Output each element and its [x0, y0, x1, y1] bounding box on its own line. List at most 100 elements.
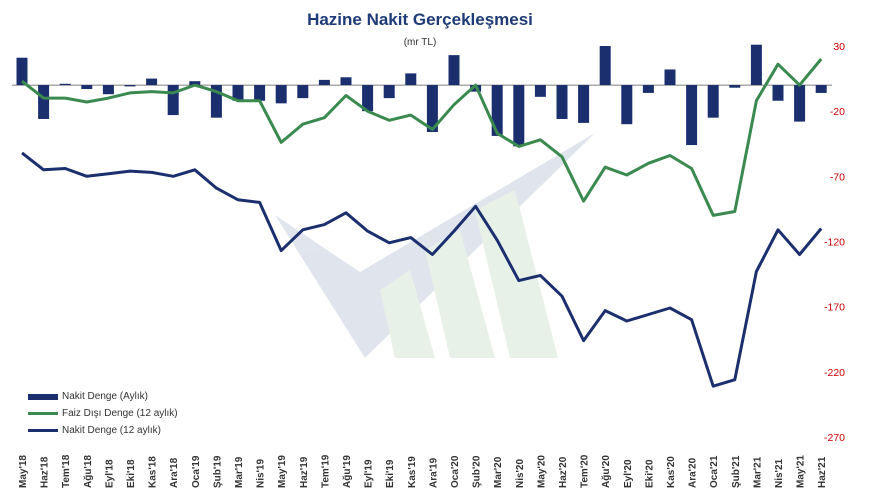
- x-tick-label: May'21: [796, 455, 807, 488]
- bar-monthly-cash-balance: [729, 85, 741, 88]
- x-tick-label: Haz'21: [817, 456, 828, 488]
- bar-monthly-cash-balance: [772, 85, 784, 101]
- bar-monthly-cash-balance: [81, 85, 93, 90]
- x-tick-label: Şub'20: [472, 455, 483, 488]
- x-tick-label: Ara'19: [428, 457, 439, 488]
- bar-monthly-cash-balance: [146, 78, 158, 86]
- bar-monthly-cash-balance: [232, 85, 244, 101]
- x-tick-label: May'20: [536, 455, 547, 488]
- bar-monthly-cash-balance: [664, 69, 676, 86]
- bar-monthly-cash-balance: [405, 73, 417, 86]
- x-tick-label: Mar'19: [234, 456, 245, 488]
- watermark-stripe: [425, 230, 495, 358]
- legend-swatch-primary-balance: [28, 412, 58, 415]
- bar-monthly-cash-balance: [491, 85, 503, 136]
- y-tick-label: -120: [824, 237, 845, 249]
- x-tick-label: Tem'19: [320, 454, 331, 488]
- x-tick-label: Oca'21: [709, 455, 720, 488]
- bar-monthly-cash-balance: [362, 85, 374, 112]
- x-tick-label: Şub'21: [731, 455, 742, 488]
- legend-item-monthly: Nakit Denge (Aylık): [28, 388, 178, 405]
- x-tick-label: Ağu'18: [83, 455, 94, 488]
- x-tick-label: Tem'20: [580, 454, 591, 488]
- bar-monthly-cash-balance: [102, 85, 114, 95]
- bar-monthly-cash-balance: [124, 85, 136, 87]
- legend-item-primary-balance: Faiz Dışı Denge (12 aylık): [28, 405, 178, 422]
- bar-monthly-cash-balance: [534, 85, 546, 97]
- legend-swatch-monthly: [28, 393, 58, 400]
- x-tick-label: Haz'18: [40, 456, 51, 488]
- x-tick-label: Ara'18: [169, 457, 180, 488]
- y-tick-label: -70: [830, 171, 845, 183]
- bar-monthly-cash-balance: [38, 85, 50, 119]
- x-tick-label: Ağu'20: [601, 455, 612, 488]
- bar-monthly-cash-balance: [426, 85, 438, 133]
- bar-monthly-cash-balance: [189, 81, 201, 86]
- x-tick-label: Mar'21: [752, 456, 763, 488]
- line-cash-balance-12m: [21, 151, 823, 388]
- legend-item-cash-balance-12m: Nakit Denge (12 aylık): [28, 422, 178, 439]
- x-tick-label: Şub'19: [212, 455, 223, 488]
- y-tick-label: -270: [824, 432, 845, 444]
- x-tick-label: Haz'19: [299, 456, 310, 488]
- x-tick-label: May'19: [277, 455, 288, 488]
- bar-monthly-cash-balance: [167, 85, 179, 116]
- bar-monthly-cash-balance: [794, 85, 806, 122]
- bar-monthly-cash-balance: [59, 83, 71, 86]
- bar-monthly-cash-balance: [707, 85, 719, 118]
- bar-monthly-cash-balance: [578, 85, 590, 123]
- bar-monthly-cash-balance: [297, 85, 309, 99]
- line-primary-balance-12m: [21, 58, 823, 217]
- x-tick-label: Eki'18: [126, 459, 137, 488]
- x-tick-label: Ara'20: [688, 457, 699, 488]
- bar-monthly-cash-balance: [642, 85, 654, 93]
- x-tick-label: Eyl'20: [623, 459, 634, 488]
- bar-monthly-cash-balance: [318, 79, 330, 86]
- bar-monthly-cash-balance: [815, 85, 827, 93]
- x-tick-label: Eki'19: [385, 459, 396, 488]
- x-tick-label: Eki'20: [644, 459, 655, 488]
- watermark-stripe: [380, 270, 435, 358]
- x-tick-label: Oca'19: [191, 455, 202, 488]
- legend: Nakit Denge (Aylık) Faiz Dışı Denge (12 …: [28, 388, 178, 439]
- x-tick-label: Kas'20: [666, 456, 677, 488]
- x-tick-label: Nis'20: [515, 458, 526, 488]
- y-tick-label: -170: [824, 302, 845, 314]
- x-tick-label: Tem'18: [61, 454, 72, 488]
- watermark-logo: [275, 133, 595, 358]
- bar-monthly-cash-balance: [448, 55, 460, 86]
- x-tick-label: May'18: [18, 455, 29, 488]
- y-tick-label: -20: [830, 106, 845, 118]
- x-tick-label: Kas'18: [148, 456, 159, 488]
- bar-monthly-cash-balance: [686, 85, 698, 146]
- bar-monthly-cash-balance: [210, 85, 222, 118]
- bar-monthly-cash-balance: [621, 85, 633, 125]
- bar-monthly-cash-balance: [750, 44, 762, 86]
- bar-monthly-cash-balance: [275, 85, 287, 104]
- bar-monthly-cash-balance: [599, 46, 611, 86]
- legend-swatch-cash-balance-12m: [28, 429, 58, 432]
- chart-subtitle: (mr TL): [403, 37, 437, 48]
- x-tick-label: Oca'20: [450, 455, 461, 488]
- legend-label-primary-balance: Faiz Dışı Denge (12 aylık): [62, 408, 178, 419]
- x-tick-label: Nis'19: [256, 458, 267, 488]
- x-tick-label: Mar'20: [493, 456, 504, 488]
- bar-monthly-cash-balance: [16, 57, 28, 86]
- legend-label-monthly: Nakit Denge (Aylık): [62, 391, 148, 402]
- y-tick-label: -220: [824, 367, 845, 379]
- bar-monthly-cash-balance: [383, 85, 395, 99]
- legend-label-cash-balance-12m: Nakit Denge (12 aylık): [62, 425, 161, 436]
- bar-monthly-cash-balance: [556, 85, 568, 119]
- bar-monthly-cash-balance: [254, 85, 266, 101]
- y-tick-label: 30: [833, 41, 845, 53]
- bar-monthly-cash-balance: [513, 85, 525, 147]
- bar-monthly-cash-balance: [340, 77, 352, 86]
- x-tick-label: Haz'20: [558, 456, 569, 488]
- x-tick-label: Kas'19: [407, 456, 418, 488]
- x-tick-label: Eyl'19: [364, 459, 375, 488]
- x-tick-label: Ağu'19: [342, 455, 353, 488]
- chart-title: Hazine Nakit Gerçekleşmesi: [307, 10, 533, 29]
- x-tick-label: Eyl'18: [104, 459, 115, 488]
